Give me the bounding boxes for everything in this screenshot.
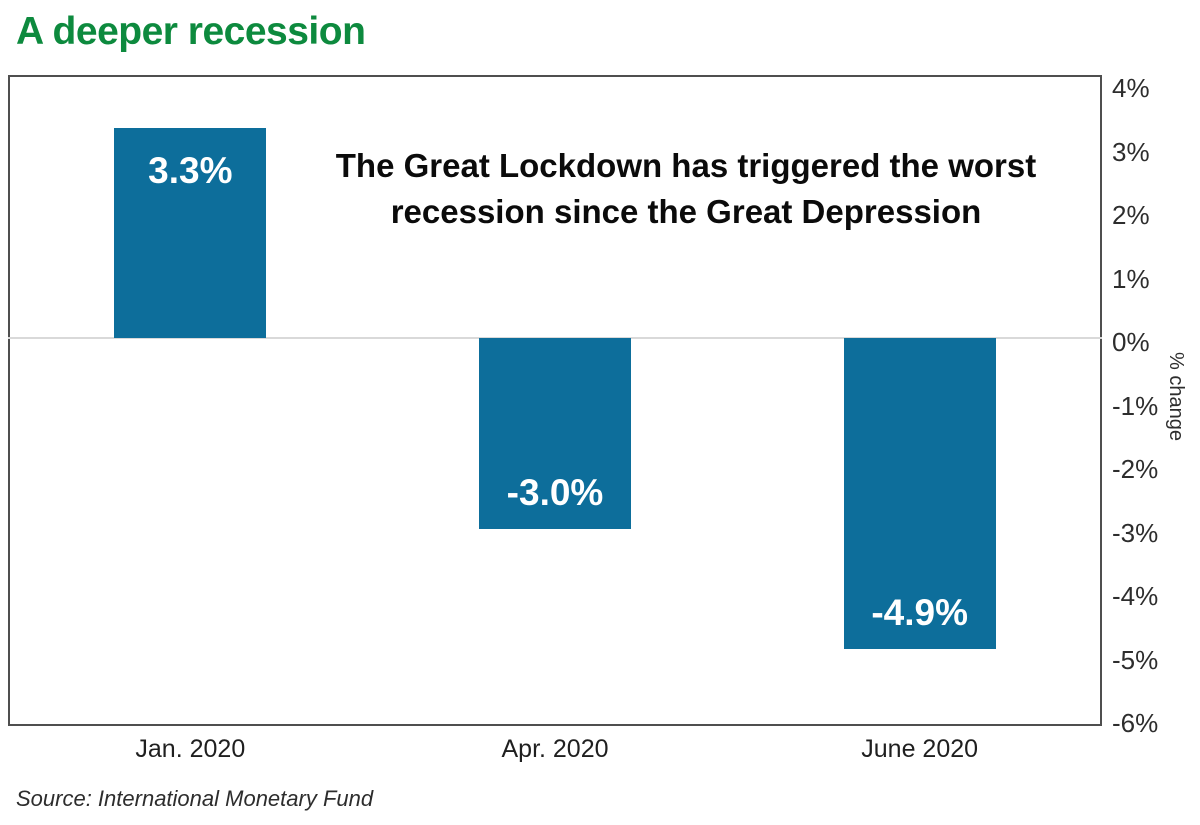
y-tick-label: -5% <box>1112 644 1159 675</box>
y-axis-title: % change <box>1165 352 1187 441</box>
y-tick-label: -6% <box>1112 708 1159 738</box>
chart-annotation: The Great Lockdown has triggered the wor… <box>256 143 1116 234</box>
bar-apr-2020: -3.0% <box>479 338 631 529</box>
annotation-line-1: The Great Lockdown has triggered the wor… <box>335 147 1037 184</box>
bar-june-2020: -4.9% <box>843 338 996 650</box>
y-tick-label: 1% <box>1112 263 1150 294</box>
y-tick-label: 4% <box>1112 73 1150 103</box>
y-tick-label: -4% <box>1112 581 1159 611</box>
y-tick-label: 2% <box>1112 200 1150 230</box>
page-title: A deeper recession <box>16 10 366 53</box>
source-credit: Source: International Monetary Fund <box>16 786 374 811</box>
x-tick-label: Apr. 2020 <box>501 735 609 763</box>
y-tick-label: -3% <box>1112 517 1159 548</box>
annotation-line-2: recession since the Great Depression <box>390 192 982 230</box>
y-tick-label: -1% <box>1112 390 1159 421</box>
y-tick-label: -2% <box>1112 454 1159 484</box>
x-tick-label: June 2020 <box>861 735 979 763</box>
x-tick-label: Jan. 2020 <box>135 735 246 763</box>
y-tick-label: 0% <box>1112 327 1150 357</box>
y-tick-label: 3% <box>1112 136 1150 167</box>
bar-value-label: 3.3% <box>148 150 233 192</box>
bar-value-label: -3.0% <box>506 471 604 513</box>
bar-value-label: -4.9% <box>871 592 968 634</box>
bar-jan-2020: 3.3% <box>114 128 267 338</box>
